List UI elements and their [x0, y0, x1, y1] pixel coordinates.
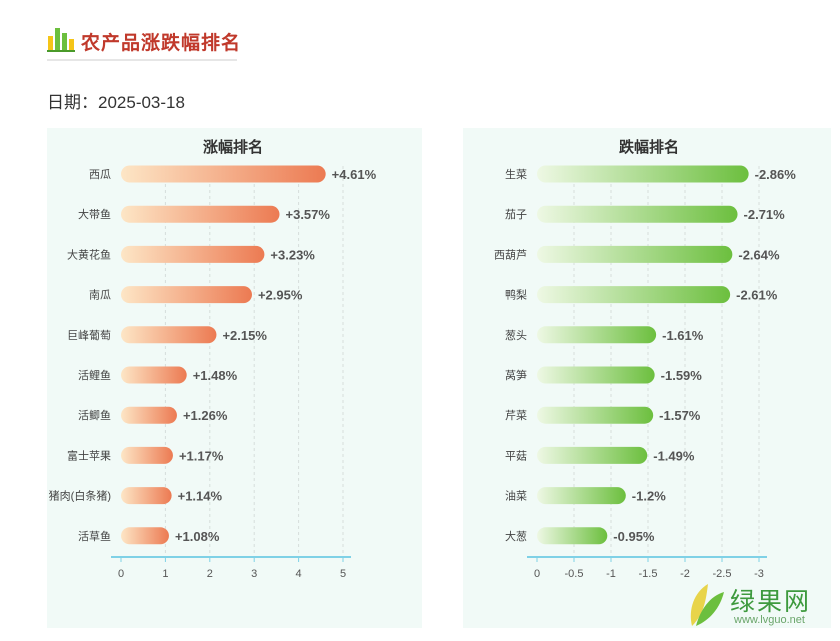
rise-category-label: 猪肉(白条猪) — [49, 489, 111, 503]
rise-x-tick-label: 4 — [296, 568, 302, 580]
rise-value-label: +2.15% — [222, 328, 267, 343]
header-divider — [47, 59, 237, 61]
fall-value-label: -2.64% — [738, 247, 780, 262]
fall-x-tick-label: -3 — [754, 568, 764, 580]
date-label: 日期： — [47, 93, 98, 112]
date-row: 日期：2025-03-18 — [47, 88, 185, 113]
fall-category-label: 茄子 — [505, 207, 527, 221]
rise-chart-svg: 涨幅排名 0 1 2 3 4 5 西瓜 +4.61% 大带鱼 +3.57% 大黄花鱼 +3.23% 南瓜 +… — [49, 138, 377, 580]
rise-value-label: +1.08% — [175, 529, 220, 544]
rise-category-label: 活鲤鱼 — [78, 368, 111, 382]
fall-ranking-chart: 跌幅排名 0 -0.5 -1 -1.5 -2 -2.5 -3 生菜 -2.86% 茄子 -2.71% 西… — [463, 128, 831, 628]
rise-category-label: 富士苹果 — [67, 448, 111, 462]
fall-bar — [537, 366, 655, 384]
fall-value-label: -2.61% — [736, 288, 778, 303]
fall-bar — [537, 487, 626, 505]
fall-x-tick-label: 0 — [534, 568, 540, 580]
rise-bar — [121, 446, 173, 464]
fall-value-label: -2.86% — [755, 167, 797, 182]
rise-bar — [121, 366, 187, 384]
rise-category-label: 活鲫鱼 — [78, 408, 111, 422]
rise-value-label: +3.23% — [270, 247, 315, 262]
rise-category-label: 活草鱼 — [78, 529, 111, 543]
rise-bar — [121, 406, 177, 424]
rise-bar — [121, 487, 172, 505]
rise-category-label: 南瓜 — [89, 289, 111, 302]
rise-category-label: 西瓜 — [89, 169, 111, 181]
fall-bar — [537, 527, 608, 545]
fall-x-tick-label: -1.5 — [639, 568, 658, 580]
watermark-logo: 绿果网 www.lvguo.net — [686, 580, 836, 636]
fall-value-label: -1.2% — [632, 489, 666, 504]
fall-bar — [537, 165, 749, 183]
fall-category-label: 莴笋 — [505, 368, 527, 382]
rise-x-tick-label: 1 — [162, 568, 168, 580]
fall-bar — [537, 326, 657, 344]
fall-value-label: -1.49% — [653, 448, 695, 463]
rise-ranking-chart: 涨幅排名 0 1 2 3 4 5 西瓜 +4.61% 大带鱼 +3.57% 大黄花鱼 +3.23% 南瓜 +… — [47, 128, 422, 628]
fall-x-tick-label: -2 — [680, 568, 690, 580]
fall-bar — [537, 406, 654, 424]
fall-category-label: 鸭梨 — [505, 288, 527, 302]
rise-x-tick-label: 2 — [207, 568, 213, 580]
fall-value-label: -1.61% — [662, 328, 704, 343]
fall-chart-svg: 跌幅排名 0 -0.5 -1 -1.5 -2 -2.5 -3 生菜 -2.86% 茄子 -2.71% 西… — [494, 138, 797, 580]
rise-x-tick-label: 3 — [251, 568, 257, 580]
fall-chart-title: 跌幅排名 — [619, 138, 679, 156]
fall-x-tick-label: -0.5 — [565, 568, 584, 580]
fall-x-tick-label: -1 — [606, 568, 616, 580]
fall-value-label: -0.95% — [613, 529, 655, 544]
rise-bar — [121, 245, 265, 263]
rise-value-label: +4.61% — [332, 167, 377, 182]
bar-chart-icon — [47, 28, 75, 52]
fall-bar — [537, 286, 731, 304]
watermark-url: www.lvguo.net — [734, 614, 805, 626]
rise-bar — [121, 205, 280, 223]
watermark-name: 绿果网 — [730, 588, 812, 616]
rise-value-label: +1.17% — [179, 448, 224, 463]
leaf-icon — [690, 584, 724, 626]
rise-value-label: +1.14% — [178, 489, 223, 504]
rise-value-label: +2.95% — [258, 288, 303, 303]
fall-bar — [537, 245, 733, 263]
fall-category-label: 油菜 — [505, 489, 527, 503]
date-value: 2025-03-18 — [98, 93, 185, 112]
rise-value-label: +1.26% — [183, 408, 228, 423]
rise-bar — [121, 326, 217, 344]
fall-value-label: -2.71% — [744, 207, 786, 222]
fall-category-label: 平菇 — [505, 448, 527, 462]
rise-bar — [121, 165, 326, 183]
page-title: 农产品涨跌幅排名 — [81, 33, 242, 54]
page-header: 农产品涨跌幅排名 — [47, 22, 240, 62]
rise-x-tick-label: 0 — [118, 568, 124, 580]
rise-value-label: +1.48% — [193, 368, 238, 383]
fall-category-label: 葱头 — [505, 329, 527, 342]
fall-category-label: 大葱 — [505, 529, 527, 543]
rise-bar — [121, 527, 169, 545]
fall-category-label: 西葫芦 — [494, 248, 527, 261]
fall-x-tick-label: -2.5 — [713, 568, 732, 580]
rise-category-label: 巨峰葡萄 — [67, 329, 111, 342]
rise-category-label: 大带鱼 — [78, 207, 111, 221]
fall-bar — [537, 446, 648, 464]
fall-value-label: -1.57% — [659, 408, 701, 423]
rise-category-label: 大黄花鱼 — [67, 247, 111, 261]
rise-chart-title: 涨幅排名 — [203, 138, 263, 156]
fall-category-label: 芹菜 — [505, 409, 527, 422]
rise-x-tick-label: 5 — [340, 568, 346, 580]
fall-value-label: -1.59% — [661, 368, 703, 383]
fall-bar — [537, 205, 738, 223]
fall-category-label: 生菜 — [505, 167, 527, 181]
rise-value-label: +3.57% — [286, 207, 331, 222]
rise-bar — [121, 286, 252, 304]
